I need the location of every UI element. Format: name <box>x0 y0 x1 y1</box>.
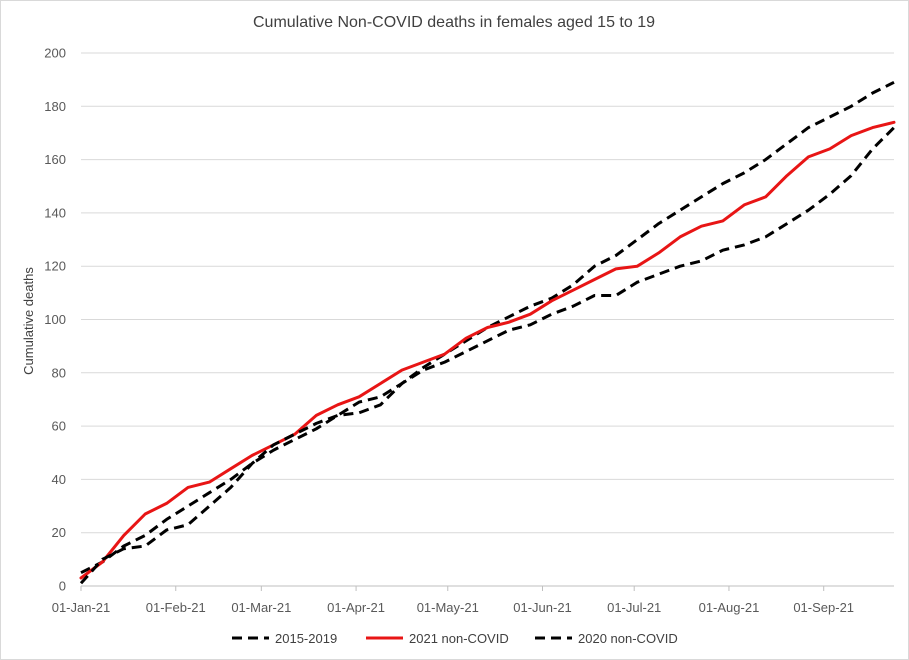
y-tick-label: 160 <box>44 152 66 167</box>
y-tick-label: 40 <box>52 472 66 487</box>
y-tick-label: 20 <box>52 525 66 540</box>
y-tick-label: 120 <box>44 259 66 274</box>
y-tick-label: 200 <box>44 46 66 61</box>
plot-series <box>79 80 896 585</box>
series-line-3 <box>79 126 896 585</box>
x-tick-label: 01-Jul-21 <box>607 600 661 615</box>
y-tick-label: 0 <box>59 579 66 594</box>
x-tick-label: 01-Jun-21 <box>513 600 572 615</box>
x-tick-label: 01-Aug-21 <box>699 600 760 615</box>
legend: 2015-2019 2021 non-COVID 2020 non-COVID <box>232 631 678 646</box>
legend-label: 2015-2019 <box>275 631 337 646</box>
gridlines <box>81 52 894 534</box>
legend-label: 2020 non-COVID <box>578 631 678 646</box>
x-tick-label: 01-Feb-21 <box>146 600 206 615</box>
y-tick-label: 100 <box>44 312 66 327</box>
y-tick-label: 140 <box>44 205 66 220</box>
x-axis-ticks: 01-Jan-21 01-Feb-21 01-Mar-21 01-Apr-21 01-M… <box>52 586 854 615</box>
x-tick-label: 01-May-21 <box>417 600 479 615</box>
series-line-1 <box>80 80 895 575</box>
y-tick-label: 180 <box>44 99 66 114</box>
x-tick-label: 01-Sep-21 <box>793 600 854 615</box>
y-axis-title: Cumulative deaths <box>21 267 36 375</box>
series-line-2 <box>79 120 896 580</box>
x-tick-label: 01-Apr-21 <box>327 600 385 615</box>
y-tick-label: 80 <box>52 365 66 380</box>
legend-label: 2021 non-COVID <box>409 631 509 646</box>
x-tick-label: 01-Mar-21 <box>231 600 291 615</box>
y-axis-ticks: 0 20 40 60 80 100 120 140 160 180 200 <box>44 46 66 594</box>
y-tick-label: 60 <box>52 419 66 434</box>
chart-title: Cumulative Non-COVID deaths in females a… <box>253 14 655 31</box>
x-tick-label: 01-Jan-21 <box>52 600 111 615</box>
